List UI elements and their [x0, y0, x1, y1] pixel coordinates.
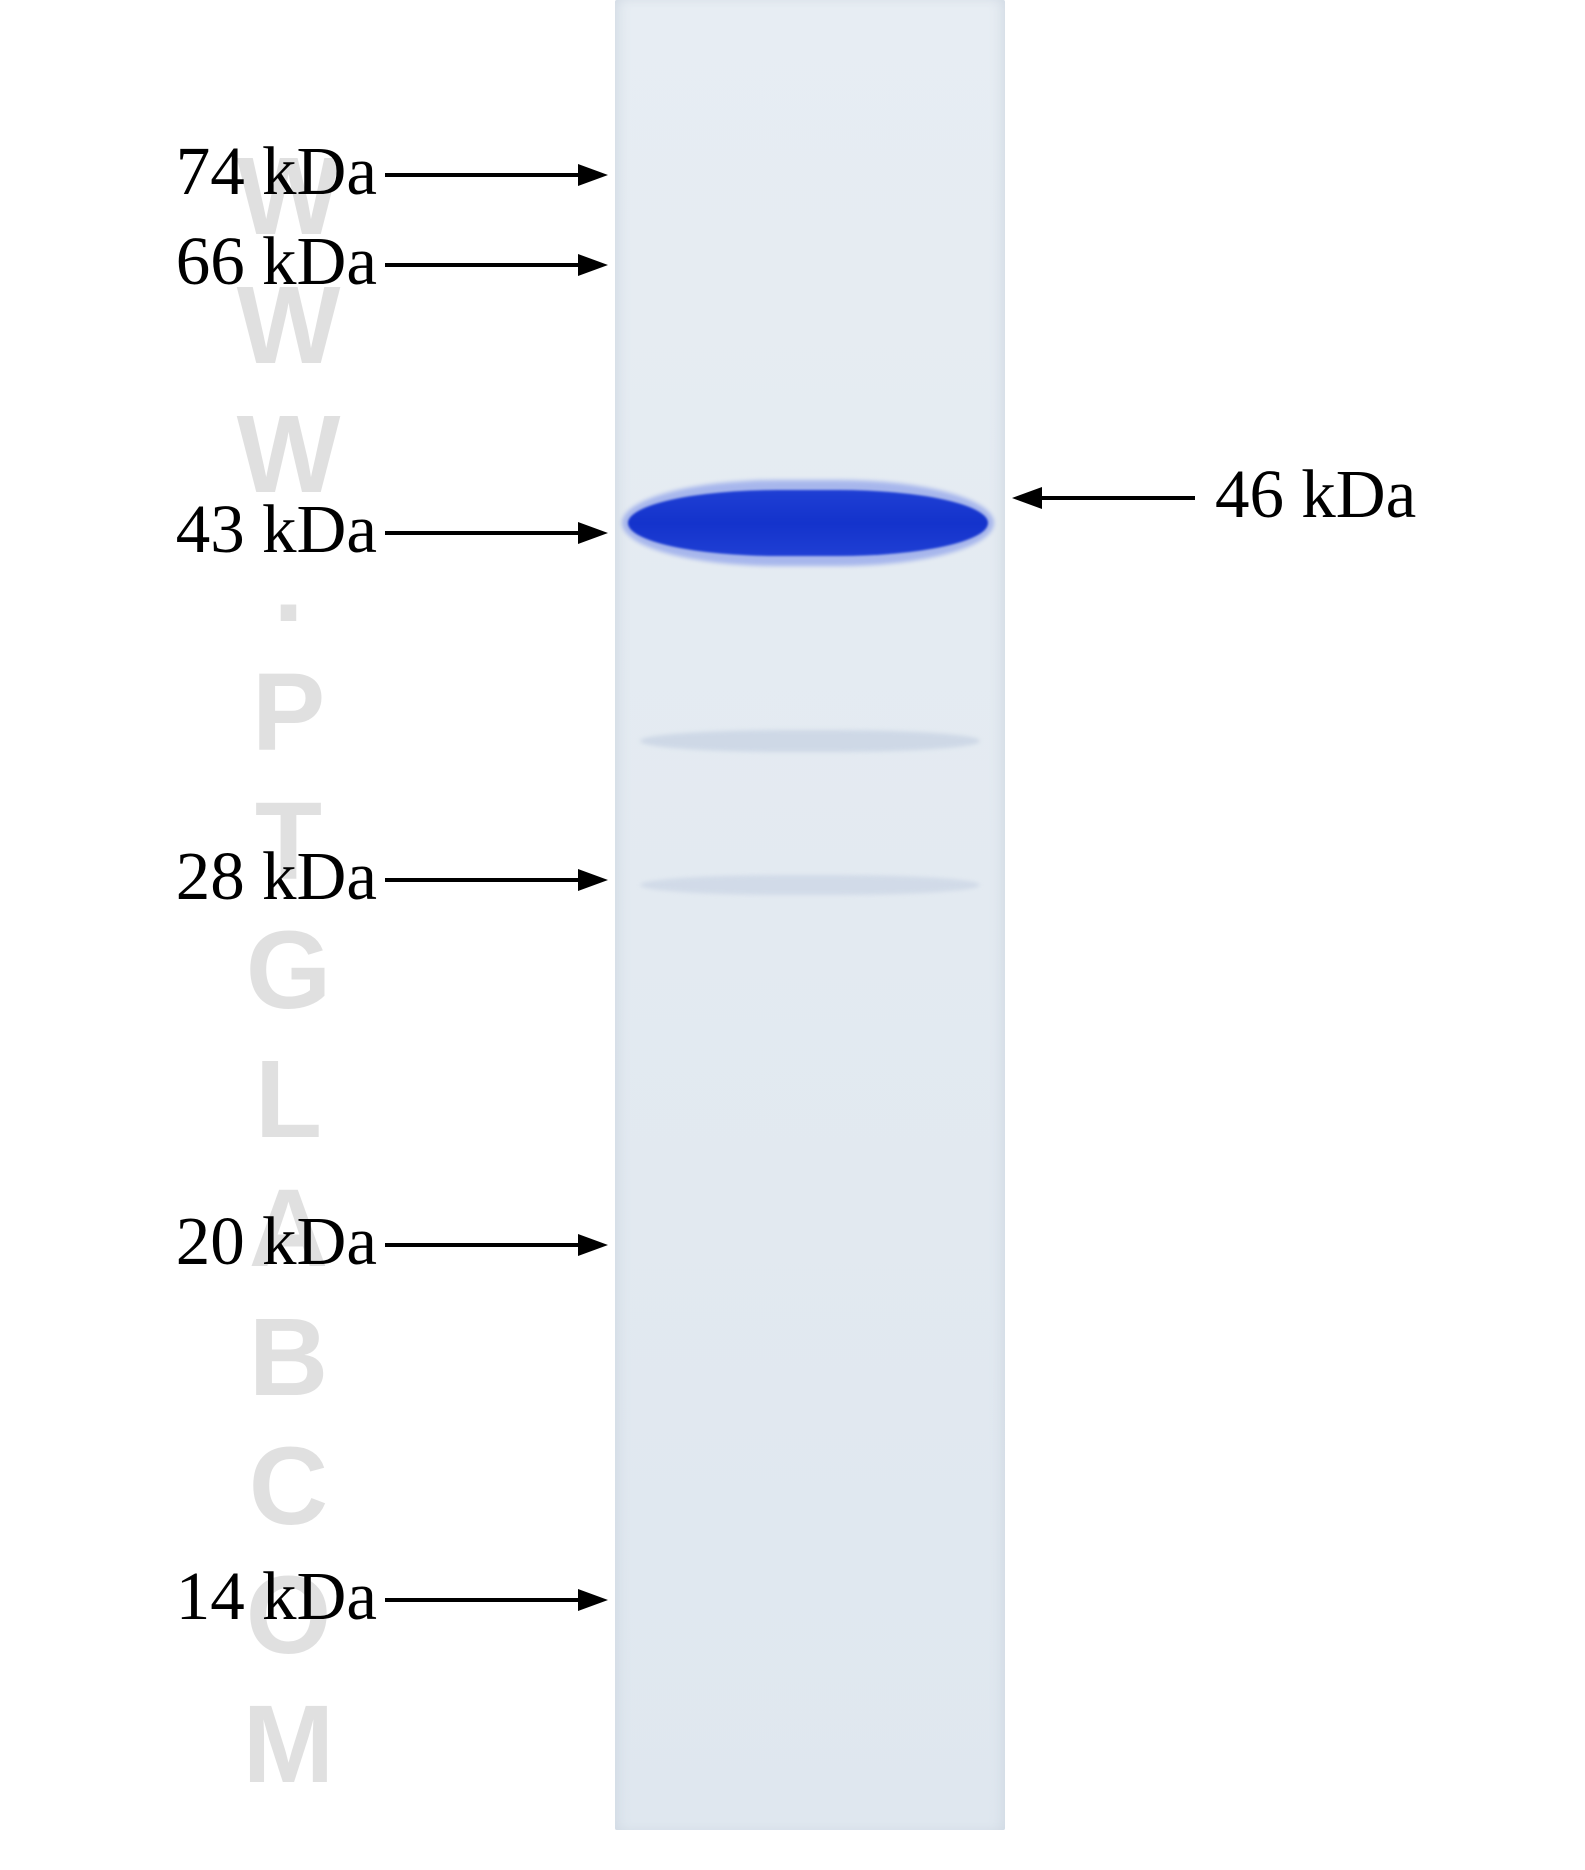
- mw-marker-label: 28 kDa: [176, 837, 377, 916]
- arrow-shaft: [385, 531, 578, 535]
- arrow-head-icon: [578, 1234, 608, 1256]
- arrow-shaft: [385, 878, 578, 882]
- arrow-head-icon: [578, 1589, 608, 1611]
- gel-lane: [615, 0, 1005, 1830]
- arrow-head-icon: [578, 869, 608, 891]
- mw-marker-label: 14 kDa: [176, 1557, 377, 1636]
- arrow-shaft: [385, 173, 578, 177]
- gel-figure: WWW.PTGLABCOM 74 kDa66 kDa43 kDa28 kDa20…: [0, 0, 1585, 1870]
- observed-mw-label: 46 kDa: [1215, 455, 1416, 534]
- arrow-head-icon: [1012, 487, 1042, 509]
- main-band: [628, 490, 988, 556]
- arrow-head-icon: [578, 522, 608, 544]
- mw-marker-label: 20 kDa: [176, 1202, 377, 1281]
- mw-marker-label: 66 kDa: [176, 222, 377, 301]
- arrow-shaft: [385, 263, 578, 267]
- mw-marker-label: 43 kDa: [176, 490, 377, 569]
- faint-band: [640, 730, 980, 752]
- arrow-shaft: [385, 1598, 578, 1602]
- arrow-head-icon: [578, 254, 608, 276]
- arrow-head-icon: [578, 164, 608, 186]
- mw-marker-label: 74 kDa: [176, 132, 377, 211]
- arrow-shaft: [1042, 496, 1195, 500]
- faint-band: [640, 875, 980, 895]
- arrow-shaft: [385, 1243, 578, 1247]
